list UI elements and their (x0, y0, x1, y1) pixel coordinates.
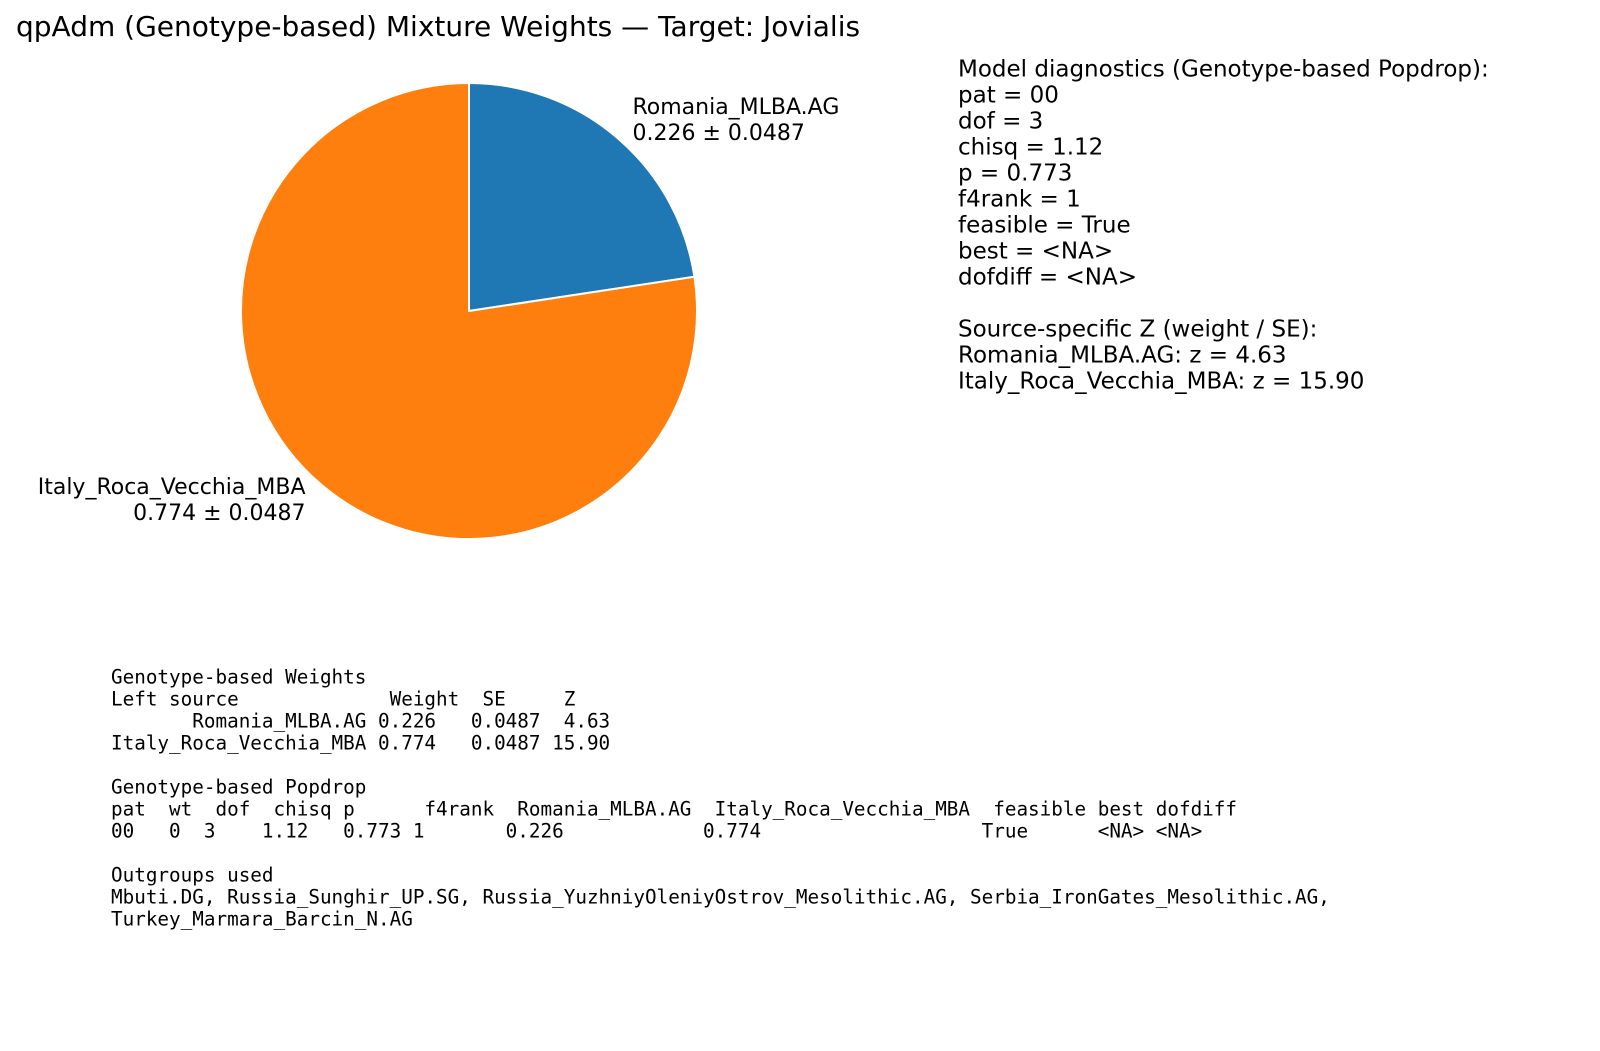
z-line: Romania_MLBA.AG: z = 4.63 (958, 343, 1287, 369)
diagnostic-line: pat = 00 (958, 83, 1059, 109)
slice-label: Italy_Roca_Vecchia_MBA (38, 475, 306, 500)
table-title: Genotype-based Weights (111, 666, 366, 689)
table-line: Turkey_Marmara_Barcin_N.AG (111, 908, 413, 931)
pie-slice (468, 81, 696, 313)
diagnostic-line: feasible = True (958, 213, 1131, 239)
z-title: Source-specific Z (weight / SE): (958, 317, 1317, 343)
table-line: Romania_MLBA.AG 0.226 0.0487 4.63 (111, 710, 610, 733)
table-title: Genotype-based Popdrop (111, 776, 366, 799)
table-line: 00 0 3 1.12 0.773 1 0.226 0.774 True <NA… (111, 820, 1202, 843)
table-line: Left source Weight SE Z (111, 688, 575, 711)
slice-value-label: 0.774 ± 0.0487 (133, 501, 305, 526)
slice-label: Romania_MLBA.AG (632, 95, 839, 120)
table-line: Mbuti.DG, Russia_Sunghir_UP.SG, Russia_Y… (111, 886, 1330, 909)
pie-slice (240, 81, 698, 540)
diagnostic-line: best = <NA> (958, 239, 1113, 265)
table-line: pat wt dof chisq p f4rank Romania_MLBA.A… (111, 798, 1237, 821)
diagnostic-line: dofdiff = <NA> (958, 265, 1137, 291)
diagnostics-title: Model diagnostics (Genotype-based Popdro… (958, 57, 1489, 83)
table-title: Outgroups used (111, 864, 274, 887)
diagnostic-line: chisq = 1.12 (958, 135, 1103, 161)
slice-value-label: 0.226 ± 0.0487 (632, 121, 804, 146)
diagnostic-line: f4rank = 1 (958, 187, 1081, 213)
table-line: Italy_Roca_Vecchia_MBA 0.774 0.0487 15.9… (111, 732, 610, 755)
diagnostic-line: p = 0.773 (958, 161, 1072, 187)
z-line: Italy_Roca_Vecchia_MBA: z = 15.90 (958, 369, 1364, 395)
diagnostic-line: dof = 3 (958, 109, 1043, 135)
chart-title: qpAdm (Genotype-based) Mixture Weights —… (16, 10, 860, 43)
